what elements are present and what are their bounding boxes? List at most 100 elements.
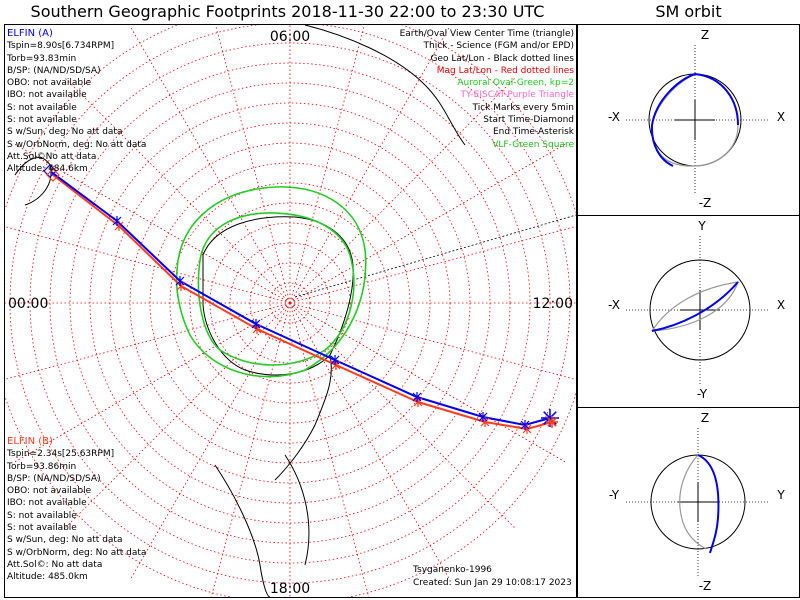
- elfin-a-end-asterisk: [541, 409, 559, 427]
- elfin-b-line: Torb=93.86min: [7, 461, 77, 472]
- legend-entry: Geo Lat/Lon - Black dotted lines: [430, 53, 574, 64]
- elfin-a-line: S: not available: [7, 115, 77, 126]
- mag-lon-line: [63, 76, 291, 304]
- antarctica-coastline: [202, 216, 354, 376]
- mag-lon-line: [5, 226, 291, 304]
- legend-entry: Earth/Oval View Center Time (triangle): [399, 29, 574, 39]
- elfin-b-end-asterisk: [546, 416, 558, 428]
- axis-label-bottom: -Z: [699, 196, 712, 210]
- axis-label-right: X: [777, 110, 785, 124]
- axis-label-right: Y: [776, 488, 785, 502]
- mlt-label-bottom: 18:00: [270, 581, 310, 597]
- elfin-a-tick-mark: [412, 392, 422, 402]
- elfin-b-line: S w/Sun, deg: No att data: [7, 535, 123, 546]
- axis-label-top: Z: [701, 28, 709, 42]
- legend-entry: TY-EISCAT-Purple Triangle: [460, 90, 574, 101]
- elfin-a-line: S w/OrbNorm, deg: No att data: [7, 139, 147, 150]
- mag-lon-line: [289, 302, 576, 381]
- elfin-b-info: ELFIN (B) Tspin=2.34s[25.63RPM] Torb=93.…: [7, 436, 146, 584]
- magnetic-grid: [5, 25, 576, 597]
- mag-lon-line: [5, 302, 291, 380]
- mag-lon-line: [289, 142, 568, 304]
- legend-entry: Thick - Science (FGM and/or EPD): [423, 41, 574, 52]
- chart-title: Southern Geographic Footprints 2018-11-3…: [30, 2, 545, 21]
- mag-lon-line: [289, 302, 370, 597]
- axis-label-top: Z: [701, 411, 709, 425]
- mag-lon-line: [63, 302, 291, 530]
- elfin-b-line: S: not available: [7, 510, 77, 521]
- south-america-coastline: [214, 454, 310, 597]
- model-credit: Tsyganenko-1996: [413, 565, 492, 575]
- elfin-a-orbit-segment: [651, 281, 739, 332]
- elfin-a-tick-mark: [112, 216, 122, 226]
- orbit-plot-xz: Z -Z -X X: [608, 28, 785, 210]
- mag-lon-line: [12, 142, 291, 304]
- elfin-b-start-diamond: [46, 168, 60, 182]
- orbit-title: SM orbit: [655, 2, 722, 21]
- elfin-b-line: Tspin=2.34s[25.63RPM]: [7, 449, 115, 460]
- legend-entry: Auroral Oval-Green, kp=2: [457, 78, 574, 89]
- elfin-b-line: Altitude: 485.0km: [7, 572, 88, 583]
- elfin-b-line: S: not available: [7, 523, 77, 534]
- orbit-panel-xz: Z -Z -X X: [577, 24, 800, 216]
- auroral-oval-inner: [197, 212, 355, 366]
- legend-entry: Tick Marks every 5min: [472, 102, 574, 113]
- elfin-b-line: IBO: not available: [7, 498, 87, 509]
- elfin-a-orbit-segment: [697, 454, 720, 554]
- elfin-a-line: Altitude: 484.6km: [7, 164, 88, 175]
- elfin-b-track: [52, 174, 553, 431]
- created-timestamp: Created: Sun Jan 29 10:08:17 2023: [413, 578, 572, 588]
- mag-lon-line: [12, 302, 291, 464]
- elfin-a-line: OBO: not available: [7, 78, 92, 89]
- footprint-tracks: [43, 164, 559, 434]
- elfin-a-orbit-segment: [650, 72, 739, 167]
- mag-lon-line: [289, 25, 451, 304]
- earth-outline: [649, 259, 751, 361]
- legend-entry: VLF-Green Square: [492, 139, 574, 150]
- auroral-oval-outer: [175, 186, 367, 378]
- mag-lon-line: [129, 25, 291, 304]
- legend: Earth/Oval View Center Time (triangle) T…: [400, 28, 574, 151]
- mag-lon-line: [289, 302, 451, 581]
- elfin-a-tick-mark: [520, 420, 530, 430]
- footprint-map: 06:00 00:00 12:00 18:00: [5, 25, 576, 597]
- mag-lon-line: [129, 302, 291, 581]
- elfin-a-line: Torb=93.83min: [7, 53, 77, 64]
- elfin-a-line: IBO: not available: [7, 90, 87, 101]
- elfin-a-line: B/SP: (NA/ND/SD/SA): [7, 65, 101, 76]
- geo-meridian-line: [294, 214, 576, 298]
- mlt-label-right: 12:00: [533, 296, 573, 312]
- footprint-map-panel: 06:00 00:00 12:00 18:00: [4, 24, 577, 598]
- elfin-a-tick-mark: [330, 355, 340, 365]
- mag-lon-line: [210, 302, 291, 597]
- orbit-reference-path: [679, 454, 707, 550]
- legend-entry: Start Time-Diamond: [483, 115, 574, 126]
- axis-label-left: -X: [608, 298, 620, 312]
- peninsula-coastline: [274, 354, 332, 481]
- axis-label-top: Y: [697, 219, 706, 233]
- orbit-reference-path: [651, 281, 739, 332]
- orbit-plot-yz: Z -Z -Y Y: [609, 411, 785, 593]
- elfin-b-line: B/SP: (NA/ND/SD/SA): [7, 473, 101, 484]
- axis-label-left: -Y: [609, 488, 620, 502]
- elfin-a-tick-mark: [251, 319, 261, 329]
- axis-label-bottom: -Z: [699, 579, 712, 593]
- axis-label-bottom: -Y: [697, 387, 708, 401]
- auroral-oval: [175, 186, 367, 378]
- axis-label-right: X: [777, 298, 785, 312]
- mag-lon-line: [289, 302, 568, 464]
- elfin-b-header: ELFIN (B): [7, 436, 53, 447]
- australia-coastline: [304, 25, 466, 146]
- mlt-label-top: 06:00: [270, 29, 310, 45]
- elfin-a-line: Tspin=8.90s[6.734RPM]: [7, 41, 115, 52]
- elfin-a-track: [49, 170, 551, 427]
- orbit-plot-xy: Y -Y -X X: [608, 219, 785, 401]
- elfin-a-tick-mark: [478, 412, 488, 422]
- elfin-a-header: ELFIN (A): [7, 28, 53, 39]
- legend-entry: Mag Lat/Lon - Red dotted lines: [436, 65, 574, 76]
- elfin-a-line: S w/Sun, deg: No att data: [7, 127, 123, 138]
- elfin-a-line: S: not available: [7, 102, 77, 113]
- orbit-panel-yz: Z -Z -Y Y: [577, 407, 800, 598]
- legend-entry: End Time-Asterisk: [492, 127, 574, 138]
- elfin-a-line: Att.Sol©No att data: [7, 151, 97, 162]
